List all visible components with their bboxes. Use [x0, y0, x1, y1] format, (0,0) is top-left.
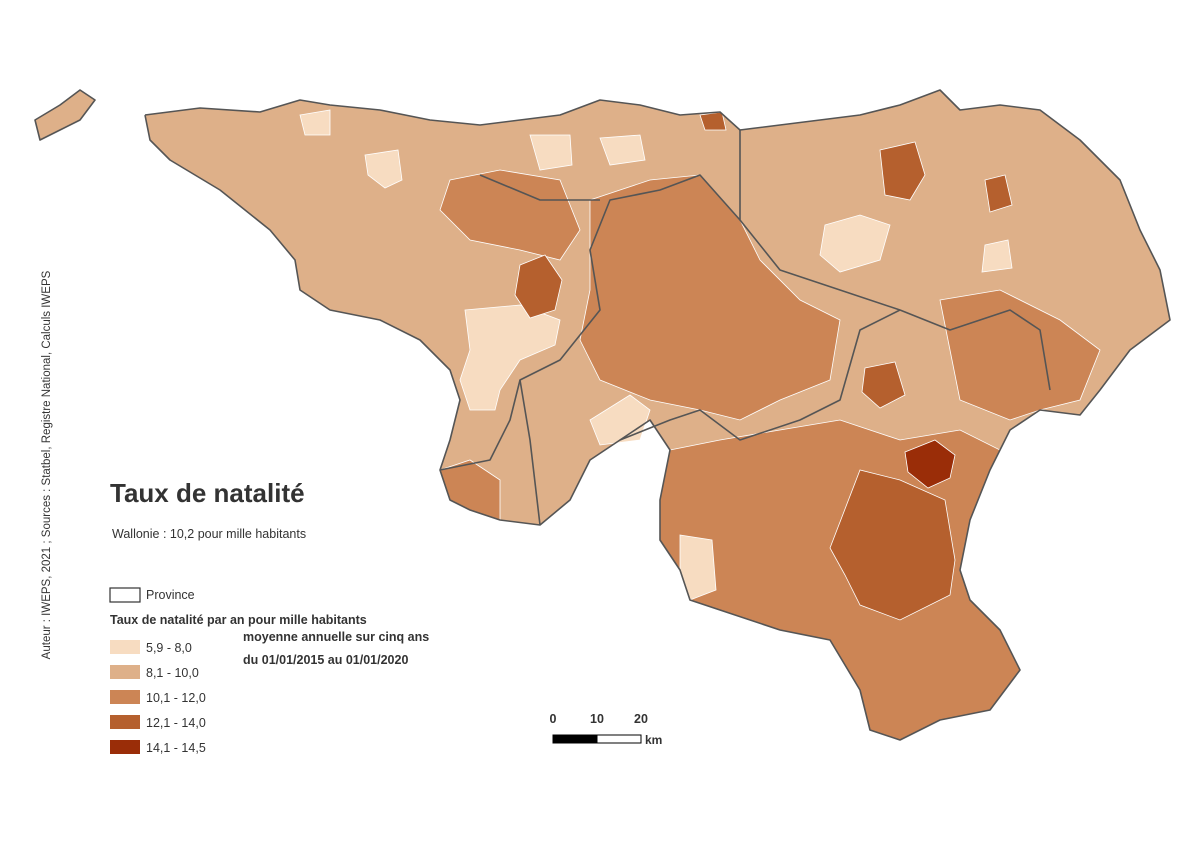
scale-label: 20 — [634, 712, 648, 726]
legend-note: du 01/01/2015 au 01/01/2020 — [243, 653, 408, 667]
scale-label: 0 — [550, 712, 557, 726]
region — [529, 134, 573, 171]
legend-province: Province — [146, 588, 195, 602]
legend-note: moyenne annuelle sur cinq ans — [243, 630, 429, 644]
scale-segment — [596, 734, 642, 744]
subtitle: Wallonie : 10,2 pour mille habitants — [112, 527, 306, 541]
legend-heading: Taux de natalité par an pour mille habit… — [110, 613, 367, 627]
legend-label: 8,1 - 10,0 — [146, 666, 199, 680]
legend: 5,9 - 8,0 8,1 - 10,0 10,1 - 12,0 12,1 - 14,… — [110, 640, 206, 755]
region — [599, 134, 646, 166]
legend-label: 5,9 - 8,0 — [146, 641, 192, 655]
region — [299, 109, 331, 136]
legend-swatch — [110, 665, 140, 679]
province-boundary — [439, 174, 741, 471]
region — [514, 254, 563, 319]
legend-swatch — [110, 715, 140, 729]
legend-label: 12,1 - 14,0 — [146, 716, 206, 730]
region — [939, 289, 1101, 421]
province-boundary — [144, 89, 1171, 741]
scale-unit: km — [645, 733, 662, 747]
legend-label: 10,1 - 12,0 — [146, 691, 206, 705]
legend-swatch — [110, 740, 140, 754]
region — [819, 214, 891, 273]
legend-label: 14,1 - 14,5 — [146, 741, 206, 755]
province-swatch — [109, 587, 141, 603]
legend-swatch — [110, 640, 140, 654]
map — [34, 89, 1171, 741]
region — [364, 149, 403, 189]
region — [679, 534, 717, 601]
region — [879, 141, 926, 201]
region — [589, 394, 651, 446]
credit: Auteur : IWEPS, 2021 ; Sources : Statbel… — [41, 270, 53, 659]
region — [459, 304, 561, 411]
region — [904, 439, 956, 489]
province-boundary — [619, 309, 901, 441]
scale-label: 10 — [590, 712, 604, 726]
region — [984, 174, 1013, 213]
legend-swatch — [110, 690, 140, 704]
region — [829, 469, 956, 621]
region — [981, 239, 1013, 273]
province-boundary — [34, 89, 96, 141]
province-boundary — [519, 379, 541, 526]
scale-bar: 0 10 20 km — [550, 712, 663, 747]
title: Taux de natalité — [110, 478, 305, 508]
scale-segment — [552, 734, 598, 744]
province-boundary — [479, 174, 600, 201]
region — [861, 361, 906, 409]
region — [439, 169, 581, 261]
